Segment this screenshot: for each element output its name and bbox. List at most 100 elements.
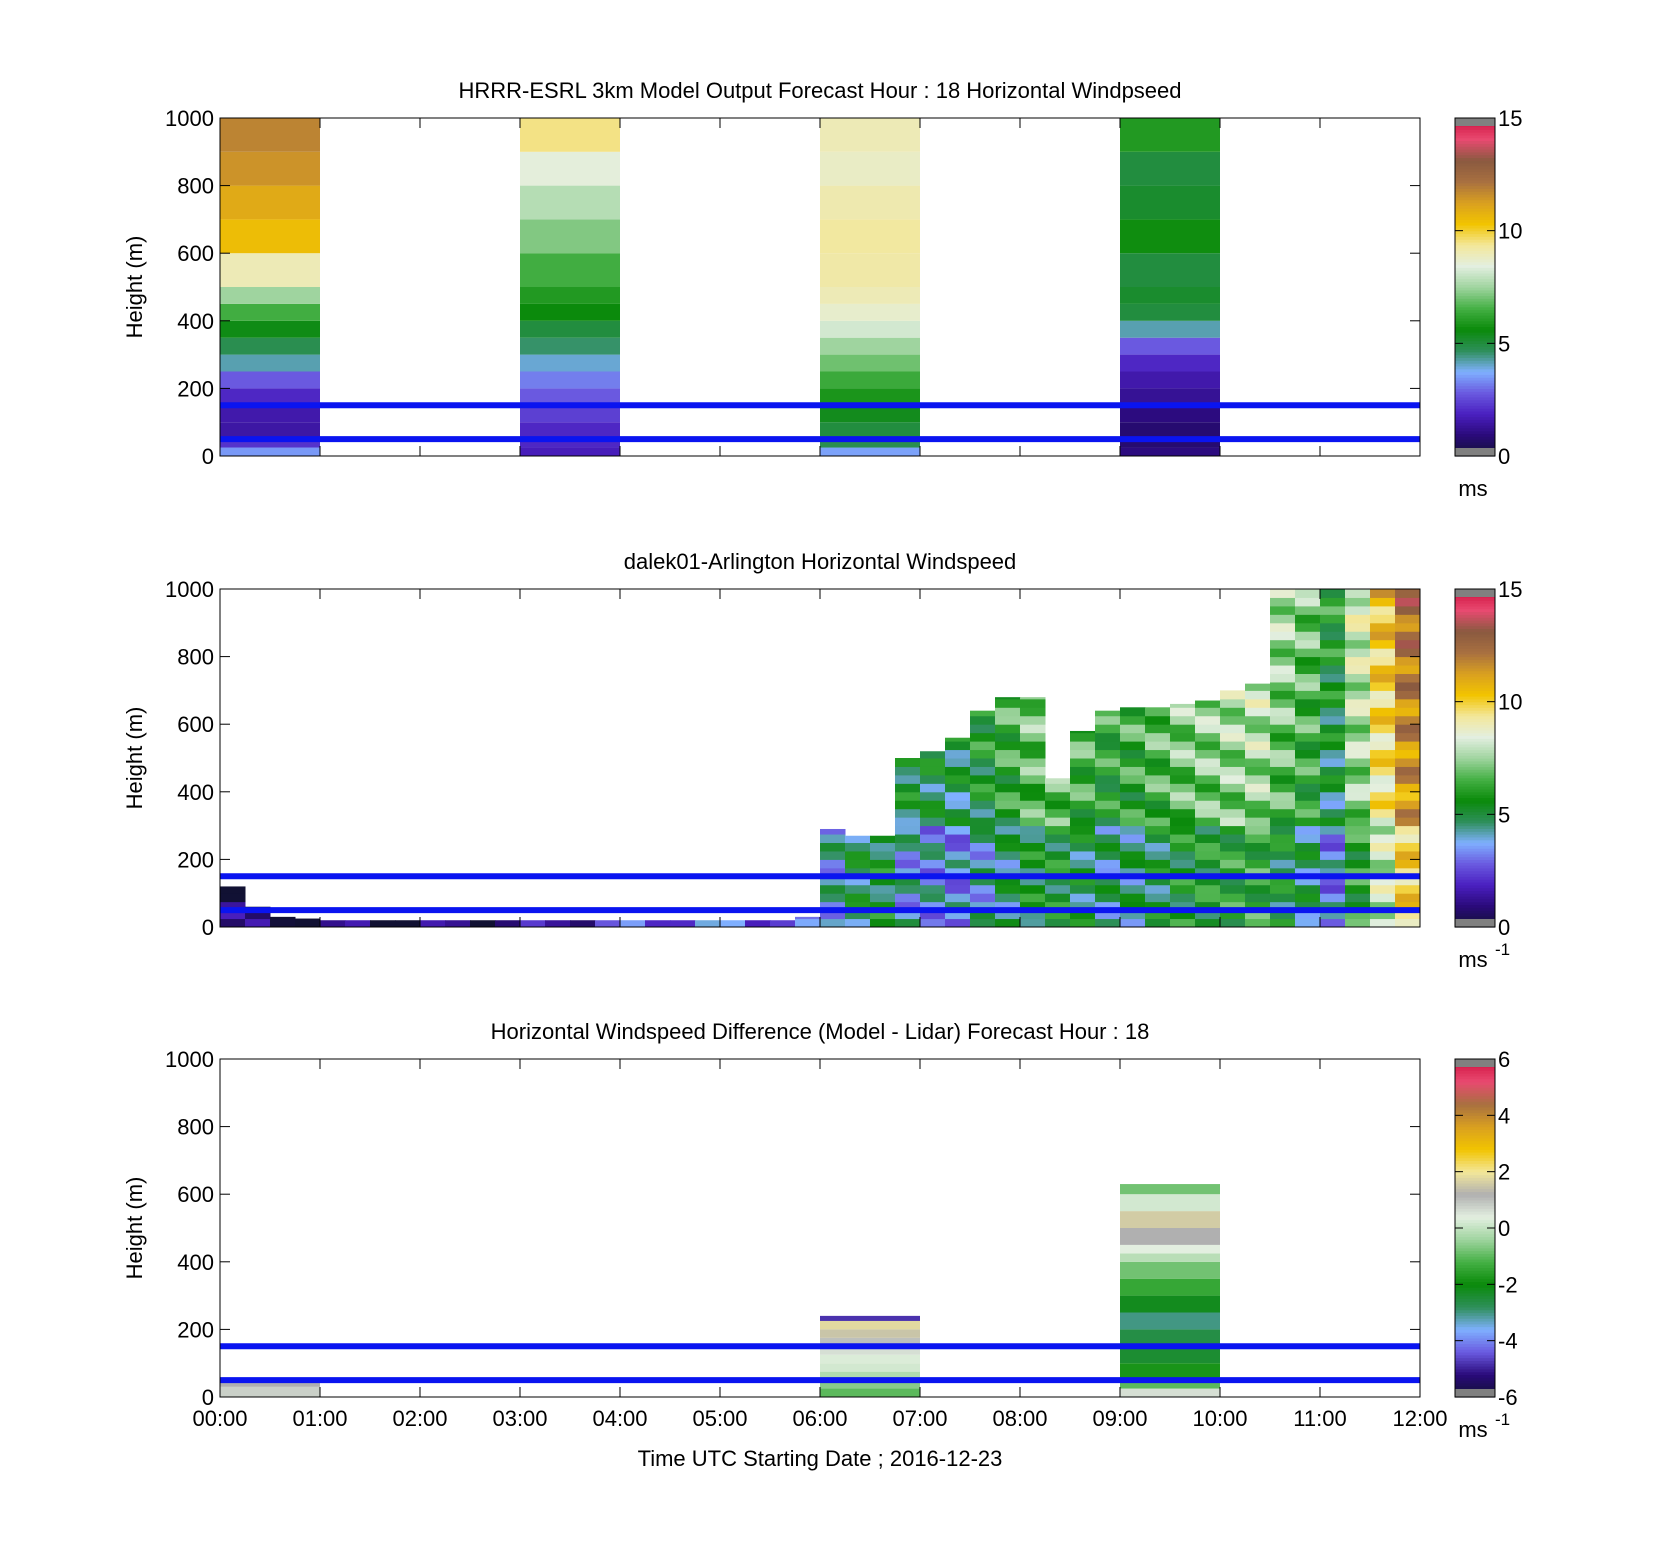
data-cell — [1070, 808, 1096, 818]
data-cell — [1220, 690, 1246, 700]
data-cell — [1145, 918, 1171, 928]
data-cell — [845, 842, 871, 852]
data-cell — [1220, 791, 1246, 801]
data-cell — [1195, 758, 1221, 767]
data-cell — [1295, 791, 1321, 801]
colorbar-under — [1455, 448, 1495, 456]
x-tick-label: 06:00 — [792, 1406, 847, 1431]
colorbar-segment — [1455, 617, 1495, 621]
data-cell — [1220, 876, 1246, 886]
data-cell — [1370, 648, 1396, 658]
data-cell — [1395, 791, 1421, 801]
data-cell — [1320, 758, 1346, 767]
data-cell — [1145, 859, 1171, 869]
x-tick-label: 10:00 — [1192, 1406, 1247, 1431]
colorbar-segment — [1455, 284, 1495, 288]
data-cell — [895, 867, 921, 877]
colorbar-segment — [1455, 1123, 1495, 1128]
colorbar-segment — [1455, 360, 1495, 364]
x-tick-label: 04:00 — [592, 1406, 647, 1431]
data-cell — [1345, 850, 1371, 860]
colorbar-segment — [1455, 1385, 1495, 1390]
colorbar-segment — [1455, 430, 1495, 435]
data-cell — [1320, 597, 1346, 607]
data-cell — [820, 1354, 920, 1364]
data-cell — [820, 287, 920, 304]
colorbar-segment — [1455, 676, 1495, 680]
colorbar-segment — [1455, 1120, 1495, 1125]
data-cell — [1345, 707, 1371, 717]
data-cell — [1320, 791, 1346, 801]
data-cell — [720, 920, 746, 928]
data-cell — [870, 835, 896, 843]
data-cell — [1120, 732, 1146, 742]
data-cell — [1120, 910, 1146, 920]
data-cell — [1295, 859, 1321, 869]
data-cell — [620, 920, 646, 928]
data-cell — [1320, 665, 1346, 674]
data-cell — [795, 918, 821, 928]
data-cell — [1295, 589, 1321, 598]
data-cell — [1270, 614, 1296, 624]
colorbar-segment — [1455, 1335, 1495, 1339]
colorbar-segment — [1455, 334, 1495, 339]
data-cell — [1045, 825, 1071, 835]
data-cell — [1395, 876, 1421, 886]
data-cell — [1095, 749, 1121, 759]
data-cell — [1020, 876, 1046, 886]
data-cell — [1270, 774, 1296, 784]
colorbar-segment — [1455, 760, 1495, 765]
colorbar-segment — [1455, 715, 1495, 720]
data-cell — [1395, 597, 1421, 607]
data-cell — [945, 910, 971, 920]
colorbar-over — [1455, 589, 1495, 597]
y-tick-label: 800 — [177, 1115, 214, 1140]
data-cell — [970, 901, 996, 911]
data-cell — [1395, 825, 1421, 835]
data-cell — [845, 901, 871, 911]
colorbar-segment — [1455, 873, 1495, 877]
data-cell — [1245, 707, 1271, 717]
colorbar-segment — [1455, 1208, 1495, 1212]
data-cell — [1045, 859, 1071, 869]
colorbar-segment — [1455, 1298, 1495, 1302]
data-cell — [945, 850, 971, 860]
data-cell — [1020, 893, 1046, 903]
colorbar-segment — [1455, 250, 1495, 254]
data-cell — [1320, 867, 1346, 877]
data-cell — [1345, 867, 1371, 877]
data-cell — [1245, 715, 1271, 725]
colorbar-segment — [1455, 1318, 1495, 1322]
colorbar-segment — [1455, 631, 1495, 635]
data-cell — [1270, 825, 1296, 835]
data-cell — [1320, 884, 1346, 894]
colorbar-segment — [1455, 196, 1495, 201]
data-cell — [1295, 901, 1321, 911]
colorbar-segment — [1455, 425, 1495, 429]
data-cell — [870, 901, 896, 911]
data-cell — [1120, 388, 1220, 406]
data-cell — [1220, 901, 1246, 911]
data-cell — [1145, 732, 1171, 742]
colorbar-tick-label: 15 — [1498, 106, 1522, 131]
colorbar-segment — [1455, 1264, 1495, 1269]
data-cell — [970, 867, 996, 877]
data-cell — [1070, 893, 1096, 903]
data-cell — [1245, 741, 1271, 751]
data-cell — [820, 884, 846, 894]
colorbar-segment — [1455, 377, 1495, 381]
data-cell — [820, 1371, 920, 1381]
colorbar-segment — [1455, 803, 1495, 807]
data-cell — [1120, 219, 1220, 254]
data-cell — [1320, 732, 1346, 742]
data-cell — [945, 834, 971, 843]
data-cell — [1320, 834, 1346, 843]
data-cell — [745, 920, 771, 928]
colorbar-segment — [1455, 315, 1495, 319]
data-cell — [820, 447, 920, 456]
data-cells — [220, 1184, 1220, 1397]
data-cell — [820, 850, 846, 860]
colorbar-over — [1455, 1059, 1495, 1067]
data-cell — [1395, 783, 1421, 793]
colorbar-segment — [1455, 368, 1495, 373]
